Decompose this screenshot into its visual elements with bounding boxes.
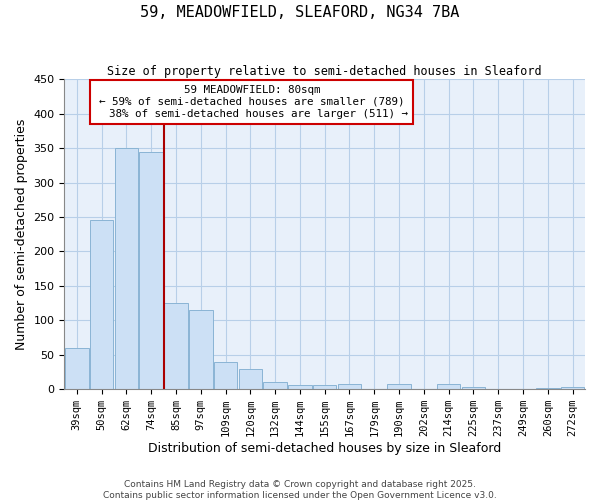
Bar — [90, 220, 113, 389]
Bar — [338, 384, 361, 389]
Text: Contains HM Land Registry data © Crown copyright and database right 2025.
Contai: Contains HM Land Registry data © Crown c… — [103, 480, 497, 500]
Text: 59, MEADOWFIELD, SLEAFORD, NG34 7BA: 59, MEADOWFIELD, SLEAFORD, NG34 7BA — [140, 5, 460, 20]
Title: Size of property relative to semi-detached houses in Sleaford: Size of property relative to semi-detach… — [107, 65, 542, 78]
X-axis label: Distribution of semi-detached houses by size in Sleaford: Distribution of semi-detached houses by … — [148, 442, 502, 455]
Bar — [239, 368, 262, 389]
Bar — [461, 387, 485, 389]
Bar — [387, 384, 411, 389]
Bar — [189, 310, 212, 389]
Bar — [437, 384, 460, 389]
Bar — [164, 303, 188, 389]
Bar — [115, 148, 138, 389]
Bar — [214, 362, 238, 389]
Text: 59 MEADOWFIELD: 80sqm  
← 59% of semi-detached houses are smaller (789)
  38% of: 59 MEADOWFIELD: 80sqm ← 59% of semi-deta… — [96, 86, 408, 118]
Bar — [561, 387, 584, 389]
Y-axis label: Number of semi-detached properties: Number of semi-detached properties — [15, 118, 28, 350]
Bar — [536, 388, 560, 389]
Bar — [65, 348, 89, 389]
Bar — [313, 385, 337, 389]
Bar — [139, 152, 163, 389]
Bar — [288, 385, 311, 389]
Bar — [263, 382, 287, 389]
